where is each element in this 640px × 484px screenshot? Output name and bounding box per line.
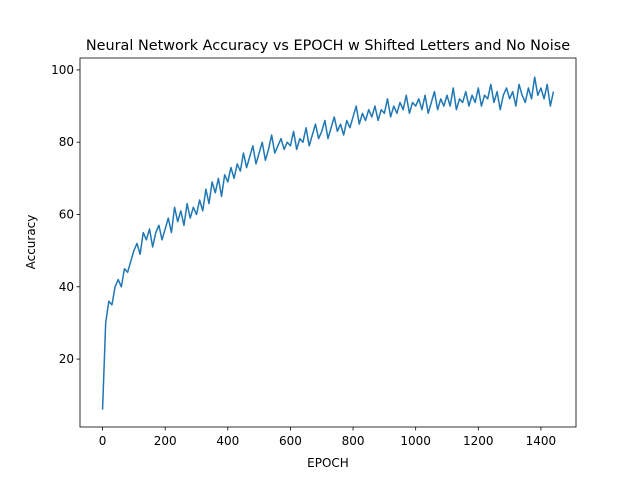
x-axis-label: EPOCH [307, 456, 349, 470]
x-tick-label: 600 [279, 434, 302, 448]
data-line [101, 76, 555, 410]
x-tick-label: 1000 [400, 434, 431, 448]
y-tick-label: 100 [51, 63, 74, 77]
chart-title: Neural Network Accuracy vs EPOCH w Shift… [86, 38, 570, 54]
x-tick-label: 800 [342, 434, 365, 448]
plot-frame [79, 57, 577, 428]
x-tick-label: 1400 [526, 434, 557, 448]
y-tick-label: 60 [59, 207, 74, 221]
y-tick-label: 40 [59, 280, 74, 294]
y-tick-label: 80 [59, 135, 74, 149]
x-tick-label: 400 [216, 434, 239, 448]
y-axis-label: Accuracy [24, 215, 38, 270]
y-tick-label: 20 [59, 352, 74, 366]
x-tick-label: 200 [154, 434, 177, 448]
x-tick-label: 1200 [463, 434, 494, 448]
x-tick-label: 0 [99, 434, 107, 448]
